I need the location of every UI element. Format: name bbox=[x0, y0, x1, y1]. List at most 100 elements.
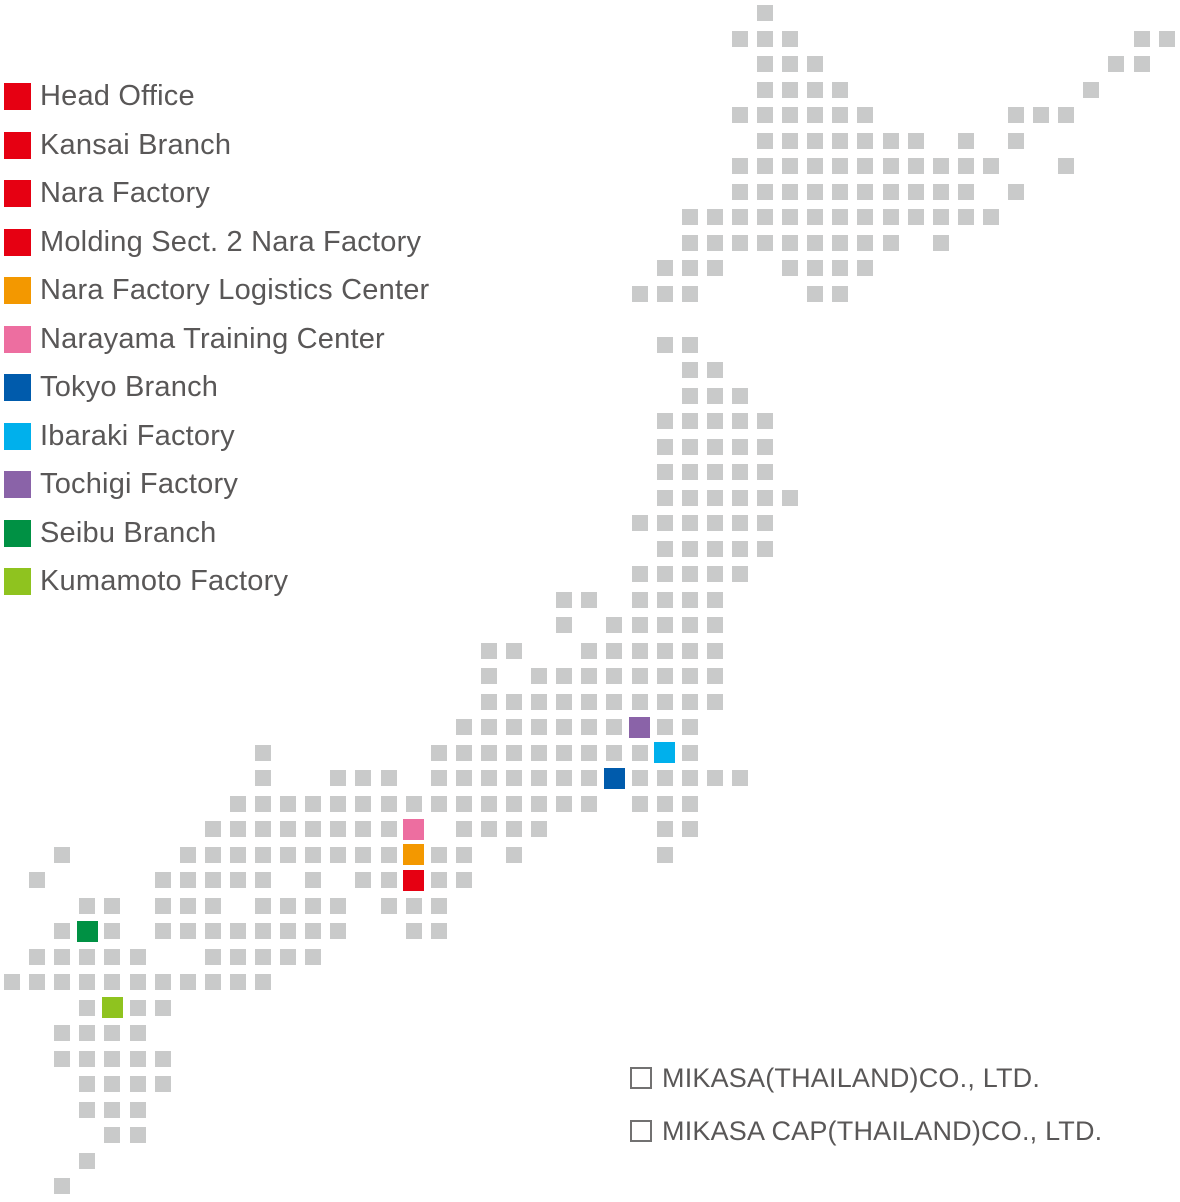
legend-color-chip bbox=[4, 180, 31, 207]
marker-nara-factory-logistics-center bbox=[403, 844, 425, 865]
map-dot bbox=[656, 693, 673, 710]
map-dot bbox=[757, 540, 773, 557]
map-dot bbox=[305, 846, 322, 863]
map-dot bbox=[957, 183, 974, 200]
map-dot bbox=[731, 438, 748, 455]
map-dot bbox=[656, 846, 673, 863]
map-dot bbox=[4, 974, 20, 990]
map-dot bbox=[1008, 183, 1024, 200]
map-dot bbox=[782, 234, 799, 251]
map-dot bbox=[204, 923, 221, 939]
map-dot bbox=[229, 923, 246, 939]
map-dot bbox=[330, 897, 347, 914]
map-dot bbox=[305, 872, 322, 888]
map-dot bbox=[54, 948, 71, 965]
map-dot bbox=[882, 209, 899, 225]
map-dot bbox=[229, 846, 246, 863]
map-dot bbox=[54, 974, 71, 990]
legend-item-kumamoto-factory: Kumamoto Factory bbox=[4, 565, 429, 597]
map-dot bbox=[581, 744, 598, 761]
map-dot bbox=[355, 872, 372, 888]
map-dot bbox=[255, 948, 271, 965]
legend-item-seibu-branch: Seibu Branch bbox=[4, 518, 429, 547]
map-dot bbox=[255, 821, 271, 837]
map-dot bbox=[807, 132, 824, 149]
map-dot bbox=[681, 668, 698, 684]
map-dot bbox=[706, 617, 723, 633]
map-dot bbox=[204, 872, 221, 888]
map-dot bbox=[54, 1025, 71, 1041]
legend-item-head-office: Head Office bbox=[4, 80, 429, 112]
map-dot bbox=[982, 158, 999, 174]
map-dot bbox=[681, 642, 698, 659]
map-dot bbox=[179, 974, 196, 990]
map-dot bbox=[656, 540, 673, 557]
map-dot bbox=[757, 234, 773, 251]
map-dot bbox=[480, 668, 497, 684]
map-dot bbox=[104, 1101, 121, 1118]
map-dot bbox=[129, 1076, 146, 1092]
map-dot bbox=[757, 107, 773, 123]
map-dot bbox=[631, 744, 648, 761]
map-dot bbox=[656, 795, 673, 812]
map-dot bbox=[681, 413, 698, 429]
map-dot bbox=[807, 183, 824, 200]
map-dot bbox=[631, 668, 648, 684]
outlined-square-icon bbox=[630, 1067, 652, 1089]
map-dot bbox=[631, 591, 648, 608]
map-dot bbox=[706, 209, 723, 225]
map-dot bbox=[355, 821, 372, 837]
map-dot bbox=[104, 1076, 121, 1092]
map-dot bbox=[631, 566, 648, 582]
map-dot bbox=[154, 1050, 171, 1067]
map-dot bbox=[104, 1025, 121, 1041]
map-dot bbox=[782, 209, 799, 225]
map-dot bbox=[255, 846, 271, 863]
map-dot bbox=[355, 846, 372, 863]
map-dot bbox=[631, 693, 648, 710]
map-dot bbox=[656, 438, 673, 455]
legend-item-tokyo-branch: Tokyo Branch bbox=[4, 373, 429, 402]
map-dot bbox=[179, 872, 196, 888]
map-dot bbox=[330, 821, 347, 837]
map-dot bbox=[480, 821, 497, 837]
map-dot bbox=[104, 923, 121, 939]
map-dot bbox=[832, 81, 849, 98]
map-dot bbox=[154, 872, 171, 888]
map-dot bbox=[581, 642, 598, 659]
marker-ibaraki-factory bbox=[654, 742, 676, 763]
map-dot bbox=[531, 693, 548, 710]
map-dot bbox=[79, 897, 96, 914]
legend-item-label: Kumamoto Factory bbox=[40, 565, 289, 597]
map-dot bbox=[129, 1127, 146, 1143]
map-dot bbox=[757, 56, 773, 72]
map-dot bbox=[656, 489, 673, 506]
map-dot bbox=[681, 260, 698, 276]
map-dot bbox=[681, 285, 698, 302]
map-dot bbox=[79, 1025, 96, 1041]
map-dot bbox=[380, 872, 397, 888]
map-dot bbox=[656, 591, 673, 608]
map-dot bbox=[430, 770, 447, 786]
map-dot bbox=[480, 770, 497, 786]
map-dot bbox=[179, 897, 196, 914]
legend-item-label: Molding Sect. 2 Nara Factory bbox=[40, 225, 422, 258]
map-dot bbox=[556, 591, 573, 608]
legend-item-nara-factory: Nara Factory bbox=[4, 179, 429, 208]
map-dot bbox=[631, 515, 648, 531]
map-dot bbox=[832, 285, 849, 302]
map-dot bbox=[957, 209, 974, 225]
map-dot bbox=[681, 209, 698, 225]
map-dot bbox=[807, 234, 824, 251]
map-dot bbox=[280, 897, 297, 914]
map-dot bbox=[380, 846, 397, 863]
legend-item-label: Head Office bbox=[40, 80, 195, 112]
map-dot bbox=[255, 795, 271, 812]
map-dot bbox=[1158, 30, 1175, 47]
map-dot bbox=[455, 795, 472, 812]
map-dot bbox=[606, 617, 623, 633]
map-dot bbox=[882, 183, 899, 200]
map-dot bbox=[79, 948, 96, 965]
